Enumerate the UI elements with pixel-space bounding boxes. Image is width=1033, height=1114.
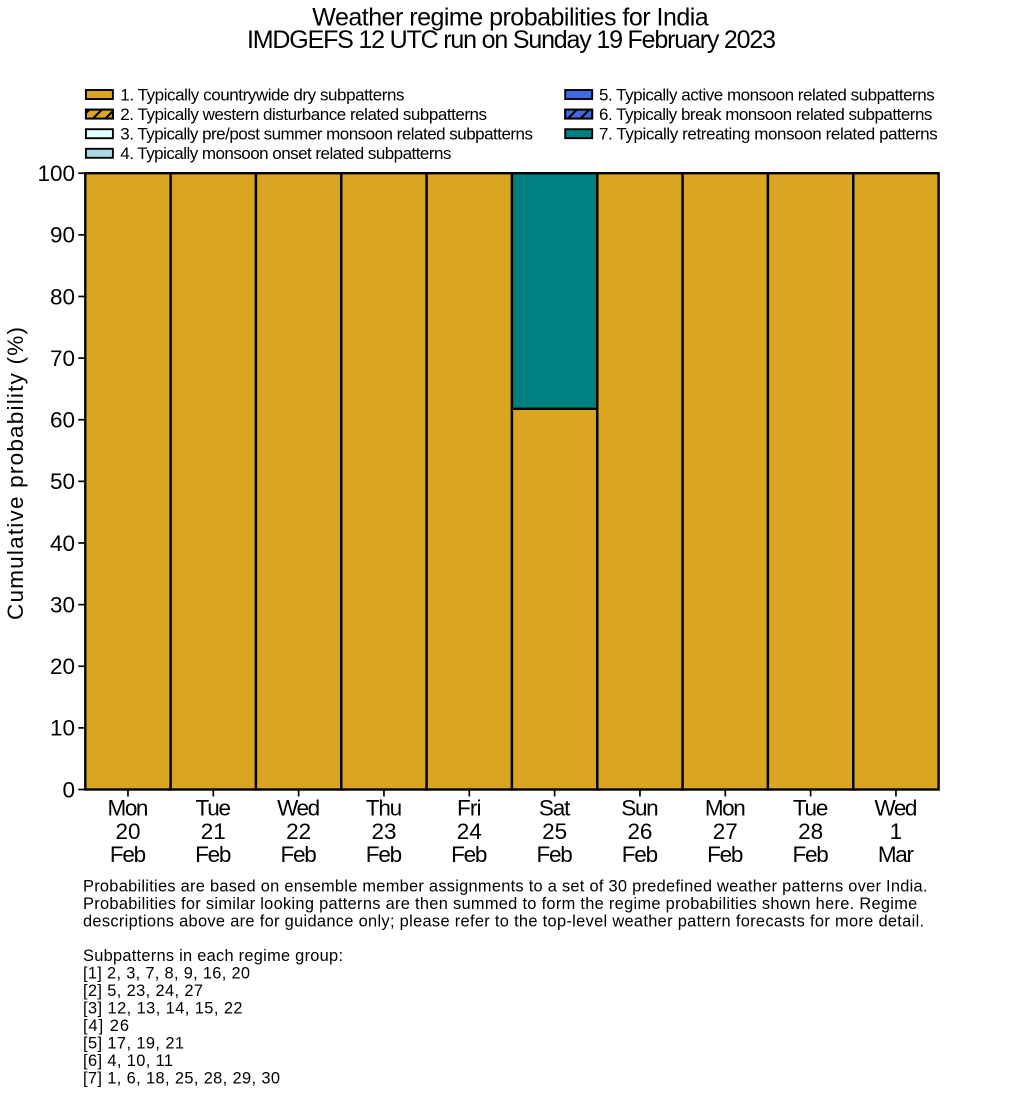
svg-text:Feb: Feb	[195, 842, 231, 867]
svg-text:Sun: Sun	[621, 796, 658, 821]
svg-text:Tue: Tue	[196, 796, 232, 821]
svg-text:50: 50	[50, 469, 75, 494]
svg-text:Mon: Mon	[108, 796, 149, 821]
svg-text:Probabilities for similar look: Probabilities for similar looking patter…	[83, 895, 917, 913]
svg-text:23: 23	[371, 819, 396, 844]
svg-text:Mon: Mon	[705, 796, 746, 821]
svg-text:Fri: Fri	[457, 796, 482, 821]
svg-text:Feb: Feb	[366, 842, 402, 867]
svg-text:IMDGEFS 12 UTC run on Sunday 1: IMDGEFS 12 UTC run on Sunday 19 February…	[247, 26, 776, 54]
svg-text:Sat: Sat	[539, 796, 571, 821]
svg-text:Feb: Feb	[280, 842, 316, 867]
svg-text:Feb: Feb	[536, 842, 572, 867]
svg-text:[2] 5, 23, 24, 27: [2] 5, 23, 24, 27	[83, 982, 203, 1000]
svg-text:Feb: Feb	[622, 842, 658, 867]
svg-text:24: 24	[457, 819, 482, 844]
svg-text:27: 27	[713, 819, 738, 844]
svg-text:1. Typically countrywide dry s: 1. Typically countrywide dry subpatterns	[120, 85, 404, 104]
svg-text:Feb: Feb	[707, 842, 743, 867]
svg-text:20: 20	[115, 819, 140, 844]
svg-text:[6] 4, 10, 11: [6] 4, 10, 11	[83, 1052, 173, 1070]
svg-text:Feb: Feb	[110, 842, 146, 867]
svg-text:0: 0	[62, 777, 75, 802]
svg-text:Thu: Thu	[366, 796, 402, 821]
svg-text:[4] 26: [4] 26	[83, 1017, 129, 1035]
svg-text:descriptions above are for gui: descriptions above are for guidance only…	[83, 912, 924, 930]
svg-text:[7] 1, 6, 18, 25, 28, 29, 30: [7] 1, 6, 18, 25, 28, 29, 30	[83, 1070, 280, 1088]
svg-text:Wed: Wed	[277, 796, 320, 821]
svg-text:Mar: Mar	[878, 842, 915, 867]
svg-text:26: 26	[627, 819, 652, 844]
svg-text:Cumulative probability (%): Cumulative probability (%)	[3, 327, 28, 620]
svg-text:[3] 12, 13, 14, 15, 22: [3] 12, 13, 14, 15, 22	[83, 1000, 243, 1018]
svg-text:[1] 2, 3, 7, 8, 9, 16, 20: [1] 2, 3, 7, 8, 9, 16, 20	[83, 965, 250, 983]
svg-text:1: 1	[890, 819, 903, 844]
svg-text:60: 60	[50, 408, 75, 433]
svg-text:40: 40	[50, 531, 75, 556]
svg-text:Feb: Feb	[451, 842, 487, 867]
svg-text:Wed: Wed	[874, 796, 917, 821]
svg-text:10: 10	[50, 716, 75, 741]
svg-text:90: 90	[50, 223, 75, 248]
svg-text:Probabilities are based on ens: Probabilities are based on ensemble memb…	[83, 877, 928, 895]
svg-text:7. Typically retreating monsoo: 7. Typically retreating monsoon related …	[599, 125, 938, 144]
svg-text:5. Typically active monsoon re: 5. Typically active monsoon related subp…	[599, 85, 935, 104]
svg-text:Subpatterns in each regime gro: Subpatterns in each regime group:	[83, 947, 343, 965]
svg-text:Feb: Feb	[792, 842, 828, 867]
svg-text:30: 30	[50, 592, 75, 617]
svg-text:100: 100	[38, 161, 76, 186]
svg-text:Tue: Tue	[793, 796, 829, 821]
svg-text:[5] 17, 19, 21: [5] 17, 19, 21	[83, 1035, 184, 1053]
svg-text:22: 22	[286, 819, 311, 844]
svg-text:25: 25	[542, 819, 567, 844]
svg-text:21: 21	[201, 819, 226, 844]
svg-text:6. Typically break monsoon rel: 6. Typically break monsoon related subpa…	[599, 105, 932, 124]
svg-text:80: 80	[50, 284, 75, 309]
svg-text:3. Typically pre/post summer m: 3. Typically pre/post summer monsoon rel…	[120, 125, 533, 144]
svg-text:28: 28	[798, 819, 823, 844]
svg-text:70: 70	[50, 346, 75, 371]
svg-text:20: 20	[50, 654, 75, 679]
svg-text:Weather regime probabilities f: Weather regime probabilities for India	[312, 3, 708, 31]
svg-text:2. Typically western disturban: 2. Typically western disturbance related…	[120, 105, 487, 124]
svg-text:4. Typically monsoon onset rel: 4. Typically monsoon onset related subpa…	[120, 144, 451, 163]
